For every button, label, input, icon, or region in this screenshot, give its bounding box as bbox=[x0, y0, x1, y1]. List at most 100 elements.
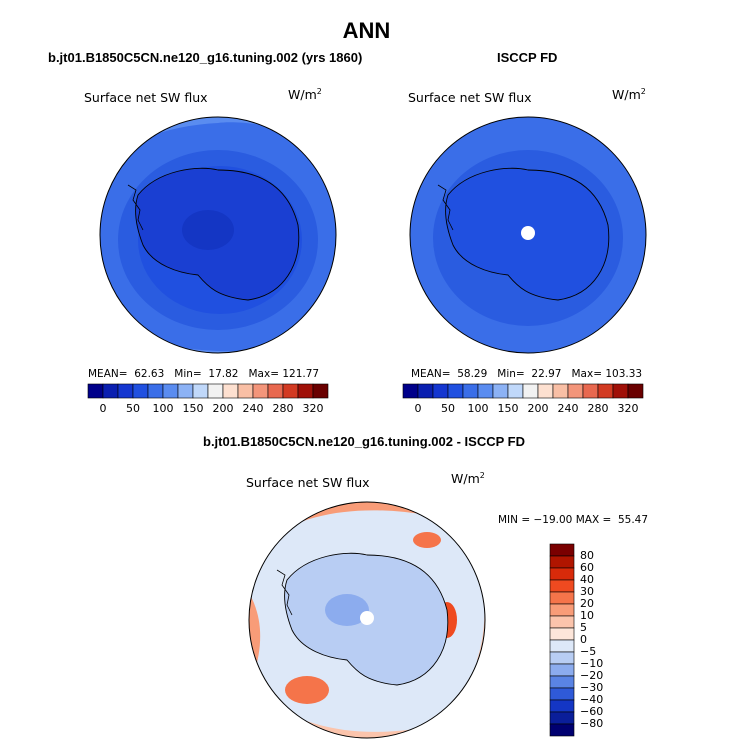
diff-colorbar-tick-label: −10 bbox=[580, 657, 604, 670]
diff-colorbar-tick-label: −60 bbox=[580, 705, 604, 718]
panel1-colorbar-tick-label: 50 bbox=[126, 402, 140, 415]
diff-colorbar-swatch bbox=[549, 663, 575, 677]
panel2-colorbar-swatch bbox=[447, 383, 464, 399]
diff-colorbar-tick-label: −30 bbox=[580, 681, 604, 694]
panel1-field-label: Surface net SW flux bbox=[84, 90, 208, 105]
panel2-colorbar-swatch bbox=[402, 383, 419, 399]
diff-polar-map bbox=[248, 501, 486, 739]
panel1-colorbar-swatch bbox=[192, 383, 209, 399]
diff-field-label: Surface net SW flux bbox=[246, 475, 370, 490]
panel1-colorbar-tick-label: 100 bbox=[152, 402, 174, 415]
diff-colorbar-tick-label: 60 bbox=[580, 561, 594, 574]
panel1-colorbar-swatch bbox=[252, 383, 269, 399]
panel2-field-label: Surface net SW flux bbox=[408, 90, 532, 105]
panel1-subtitle: b.jt01.B1850C5CN.ne120_g16.tuning.002 (y… bbox=[48, 50, 363, 65]
panel1-colorbar-swatch bbox=[267, 383, 284, 399]
panel1-colorbar-tick-label: 280 bbox=[272, 402, 294, 415]
panel2-colorbar-swatch bbox=[612, 383, 629, 399]
diff-colorbar-swatch bbox=[549, 675, 575, 689]
panel1-colorbar-tick-label: 320 bbox=[302, 402, 324, 415]
panel1-colorbar-swatch bbox=[222, 383, 239, 399]
diff-colorbar-tick-label: 0 bbox=[580, 633, 587, 646]
diff-units: W/m2 bbox=[451, 471, 485, 487]
panel2-colorbar-tick-label: 280 bbox=[587, 402, 609, 415]
diff-colorbar-tick-label: 20 bbox=[580, 597, 594, 610]
diff-colorbar-swatch bbox=[549, 711, 575, 725]
panel1-colorbar bbox=[87, 383, 329, 399]
panel2-colorbar-tick-label: 150 bbox=[497, 402, 519, 415]
panel2-colorbar-swatch bbox=[567, 383, 584, 399]
panel1-units: W/m2 bbox=[288, 87, 322, 103]
panel1-colorbar-tick-label: 200 bbox=[212, 402, 234, 415]
panel2-colorbar-tick-label: 320 bbox=[617, 402, 639, 415]
diff-colorbar-tick-label: 40 bbox=[580, 573, 594, 586]
diff-stats: MIN = −19.00 MAX = 55.47 bbox=[498, 514, 649, 526]
panel1-colorbar-swatch bbox=[132, 383, 149, 399]
panel2-max: 103.33 bbox=[605, 368, 643, 380]
panel2-colorbar-tick-label: 50 bbox=[441, 402, 455, 415]
diff-colorbar-tick-label: 30 bbox=[580, 585, 594, 598]
panel2-subtitle: ISCCP FD bbox=[497, 50, 558, 65]
diff-colorbar-swatch bbox=[549, 543, 575, 557]
diff-colorbar-swatch bbox=[549, 555, 575, 569]
diff-min: −19.00 bbox=[533, 514, 573, 526]
panel1-min: 17.82 bbox=[208, 368, 239, 380]
panel2-colorbar-tick-label: 200 bbox=[527, 402, 549, 415]
panel1-colorbar-ticks: 0 50 100 150 200 240 280 320 bbox=[88, 402, 328, 416]
diff-colorbar-swatch bbox=[549, 567, 575, 581]
diff-colorbar-tick-label: 80 bbox=[580, 549, 594, 562]
panel2-colorbar-tick-label: 240 bbox=[557, 402, 579, 415]
panel2-colorbar-swatch bbox=[522, 383, 539, 399]
panel2-colorbar-tick-label: 100 bbox=[467, 402, 489, 415]
diff-colorbar-tick-label: −5 bbox=[580, 645, 597, 658]
panel2-colorbar-swatch bbox=[582, 383, 599, 399]
diff-max: 55.47 bbox=[617, 514, 649, 526]
diff-colorbar-swatch bbox=[549, 699, 575, 713]
diff-colorbar-swatch bbox=[549, 627, 575, 641]
panel2-colorbar-tick-label: 0 bbox=[414, 402, 422, 415]
panel1-colorbar-swatch bbox=[177, 383, 194, 399]
diff-colorbar-tick-label: 10 bbox=[580, 609, 594, 622]
panel1-colorbar-swatch bbox=[297, 383, 314, 399]
panel2-colorbar-swatch bbox=[537, 383, 554, 399]
diff-colorbar-swatch bbox=[549, 639, 575, 653]
panel2-colorbar bbox=[402, 383, 644, 399]
diff-colorbar-tick-label: −40 bbox=[580, 693, 604, 706]
panel2-colorbar-swatch bbox=[462, 383, 479, 399]
panel2-colorbar-swatch bbox=[507, 383, 524, 399]
panel2-colorbar-swatch bbox=[432, 383, 449, 399]
diff-colorbar-swatch bbox=[549, 615, 575, 629]
panel2-colorbar-swatch bbox=[627, 383, 644, 399]
panel1-colorbar-tick-label: 150 bbox=[182, 402, 204, 415]
diff-colorbar-swatch bbox=[549, 579, 575, 593]
panel2-polar-map bbox=[409, 116, 647, 354]
diff-colorbar-tick-label: 5 bbox=[580, 621, 587, 634]
diff-colorbar-swatch bbox=[549, 723, 575, 737]
panel1-mean: 62.63 bbox=[134, 368, 165, 380]
panel2-colorbar-swatch bbox=[552, 383, 569, 399]
panel1-colorbar-swatch bbox=[117, 383, 134, 399]
diff-colorbar-swatch bbox=[549, 651, 575, 665]
page-title: ANN bbox=[342, 18, 391, 43]
diff-colorbar bbox=[549, 543, 575, 737]
panel2-min: 22.97 bbox=[531, 368, 562, 380]
diff-colorbar-tick-label: −20 bbox=[580, 669, 604, 682]
panel2-colorbar-swatch bbox=[597, 383, 614, 399]
panel1-colorbar-swatch bbox=[162, 383, 179, 399]
panel1-colorbar-swatch bbox=[102, 383, 119, 399]
diff-subtitle: b.jt01.B1850C5CN.ne120_g16.tuning.002 - … bbox=[203, 434, 525, 449]
panel1-colorbar-tick-label: 240 bbox=[242, 402, 264, 415]
panel2-units: W/m2 bbox=[612, 87, 646, 103]
panel1-colorbar-swatch bbox=[312, 383, 329, 399]
panel2-colorbar-swatch bbox=[417, 383, 434, 399]
panel2-colorbar-swatch bbox=[477, 383, 494, 399]
diff-colorbar-tick-label: −80 bbox=[580, 717, 604, 730]
panel2-stats: MEAN= 58.29 Min= 22.97 Max= 103.33 bbox=[411, 368, 643, 380]
panel1-colorbar-swatch bbox=[87, 383, 104, 399]
panel2-mean: 58.29 bbox=[457, 368, 488, 380]
panel1-colorbar-swatch bbox=[237, 383, 254, 399]
panel1-stats: MEAN= 62.63 Min= 17.82 Max= 121.77 bbox=[88, 368, 320, 380]
panel2-colorbar-ticks: 0 50 100 150 200 240 280 320 bbox=[403, 402, 643, 416]
panel1-max: 121.77 bbox=[282, 368, 320, 380]
diff-colorbar-swatch bbox=[549, 603, 575, 617]
